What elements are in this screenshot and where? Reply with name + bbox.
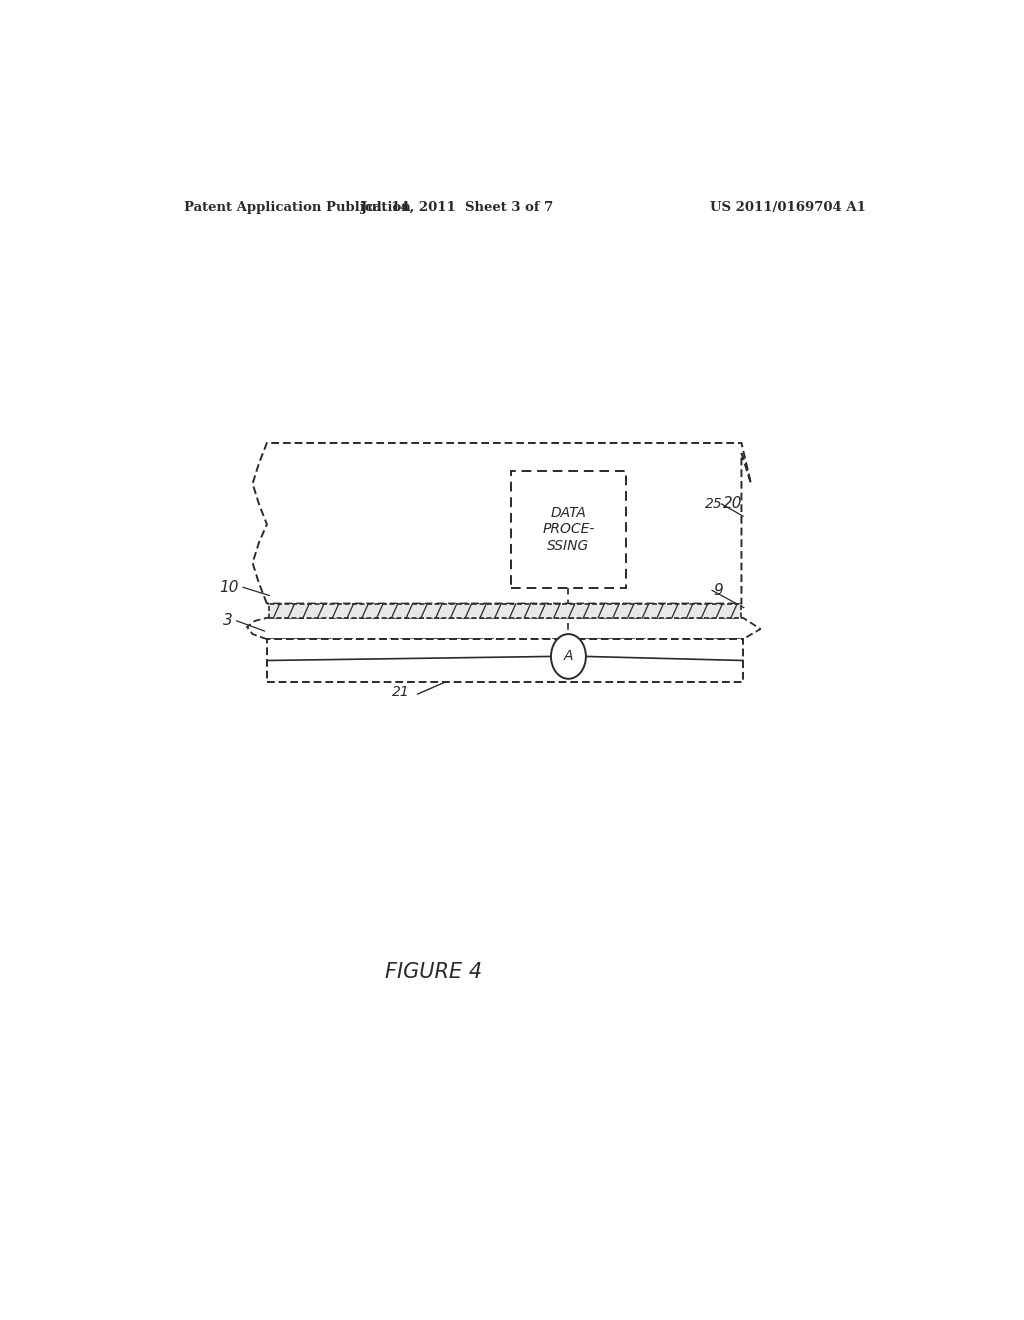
FancyBboxPatch shape — [267, 639, 743, 682]
Text: A: A — [563, 649, 573, 664]
Text: 10: 10 — [219, 579, 240, 595]
Text: 3: 3 — [223, 614, 232, 628]
Text: 20: 20 — [723, 496, 742, 511]
Polygon shape — [247, 618, 761, 639]
Text: Jul. 14, 2011  Sheet 3 of 7: Jul. 14, 2011 Sheet 3 of 7 — [361, 201, 553, 214]
Text: 21: 21 — [392, 685, 410, 700]
Text: 23: 23 — [608, 661, 626, 676]
Text: 9: 9 — [714, 583, 723, 598]
Text: US 2011/0169704 A1: US 2011/0169704 A1 — [711, 201, 866, 214]
Circle shape — [551, 634, 586, 678]
Text: 25: 25 — [705, 496, 723, 511]
Polygon shape — [253, 444, 751, 603]
FancyBboxPatch shape — [511, 471, 626, 587]
Text: DATA
PROCE-
SSING: DATA PROCE- SSING — [543, 506, 595, 553]
FancyBboxPatch shape — [269, 603, 741, 618]
Text: Patent Application Publication: Patent Application Publication — [183, 201, 411, 214]
Text: FIGURE 4: FIGURE 4 — [385, 961, 482, 982]
